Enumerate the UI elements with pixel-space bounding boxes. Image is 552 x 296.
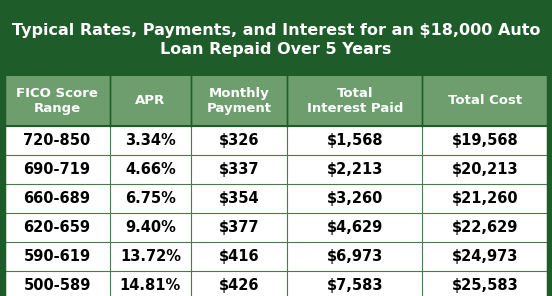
Bar [190, 213, 288, 242]
Text: 14.81%: 14.81% [120, 278, 181, 293]
Bar [110, 213, 190, 242]
Bar [422, 213, 548, 242]
Text: 620-659: 620-659 [24, 220, 91, 235]
Bar [4, 184, 110, 213]
Text: 720-850: 720-850 [23, 133, 91, 148]
Text: 9.40%: 9.40% [125, 220, 176, 235]
Bar [110, 184, 190, 213]
Text: 3.34%: 3.34% [125, 133, 176, 148]
Bar [4, 126, 110, 155]
Text: $21,260: $21,260 [452, 191, 518, 206]
Text: APR: APR [135, 94, 166, 107]
Bar [422, 155, 548, 184]
Bar [190, 271, 288, 296]
Bar [288, 213, 422, 242]
Text: 4.66%: 4.66% [125, 162, 176, 177]
Text: $19,568: $19,568 [452, 133, 518, 148]
Text: $1,568: $1,568 [327, 133, 383, 148]
Bar [110, 155, 190, 184]
Bar [288, 126, 422, 155]
Bar [422, 242, 548, 271]
Bar [110, 126, 190, 155]
Text: $416: $416 [219, 249, 259, 264]
Text: 6.75%: 6.75% [125, 191, 176, 206]
Text: $377: $377 [219, 220, 259, 235]
Text: 690-719: 690-719 [24, 162, 91, 177]
Bar [422, 184, 548, 213]
Bar [288, 242, 422, 271]
Text: $426: $426 [219, 278, 259, 293]
Bar [4, 242, 110, 271]
Text: 590-619: 590-619 [24, 249, 91, 264]
Bar [288, 76, 422, 126]
Bar [4, 4, 548, 76]
Text: $354: $354 [219, 191, 259, 206]
Bar [422, 76, 548, 126]
Bar [4, 76, 110, 126]
Text: Total
Interest Paid: Total Interest Paid [307, 87, 403, 115]
Bar [422, 126, 548, 155]
Bar [288, 184, 422, 213]
Text: $7,583: $7,583 [327, 278, 383, 293]
Text: 660-689: 660-689 [24, 191, 91, 206]
Text: $337: $337 [219, 162, 259, 177]
Text: Monthly
Payment: Monthly Payment [206, 87, 272, 115]
Text: Total Cost: Total Cost [448, 94, 522, 107]
Text: $22,629: $22,629 [452, 220, 518, 235]
Text: Typical Rates, Payments, and Interest for an $18,000 Auto
Loan Repaid Over 5 Yea: Typical Rates, Payments, and Interest fo… [12, 22, 540, 57]
Text: $25,583: $25,583 [452, 278, 518, 293]
Text: $2,213: $2,213 [327, 162, 383, 177]
Text: 500-589: 500-589 [23, 278, 91, 293]
Text: 13.72%: 13.72% [120, 249, 181, 264]
Bar [422, 271, 548, 296]
Bar [190, 184, 288, 213]
Text: $20,213: $20,213 [452, 162, 518, 177]
Bar [190, 76, 288, 126]
Bar [4, 271, 110, 296]
Text: $3,260: $3,260 [327, 191, 383, 206]
Text: $24,973: $24,973 [452, 249, 518, 264]
Bar [190, 155, 288, 184]
Bar [190, 242, 288, 271]
Text: $326: $326 [219, 133, 259, 148]
Bar [288, 155, 422, 184]
Bar [110, 242, 190, 271]
Text: $6,973: $6,973 [327, 249, 383, 264]
Bar [110, 76, 190, 126]
Bar [190, 126, 288, 155]
Bar [4, 213, 110, 242]
Bar [4, 155, 110, 184]
Bar [288, 271, 422, 296]
Bar [110, 271, 190, 296]
Text: $4,629: $4,629 [327, 220, 383, 235]
Text: FICO Score
Range: FICO Score Range [16, 87, 98, 115]
